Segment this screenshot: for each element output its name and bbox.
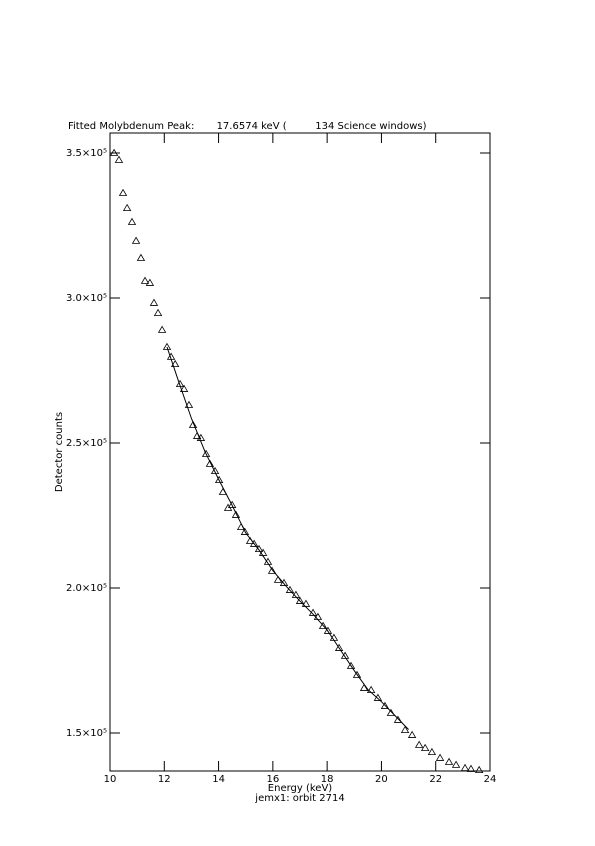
data-point	[157, 325, 167, 333]
data-point	[420, 743, 430, 751]
data-point	[435, 753, 445, 761]
data-point	[386, 708, 396, 716]
x-tick-label: 20	[375, 774, 388, 785]
data-point	[254, 544, 264, 553]
data-point	[214, 475, 224, 484]
data-point	[201, 449, 211, 457]
data-point	[427, 747, 437, 756]
data-point	[346, 661, 356, 669]
data-point	[162, 342, 172, 350]
data-point	[227, 500, 237, 508]
data-point	[295, 596, 305, 604]
data-point	[122, 203, 132, 212]
data-point	[118, 188, 128, 196]
data-point	[414, 740, 424, 748]
data-point	[170, 359, 180, 368]
data-point	[114, 155, 124, 163]
data-point	[407, 730, 417, 738]
data-point	[109, 148, 119, 156]
data-point	[267, 566, 277, 574]
data-point	[393, 715, 403, 723]
data-point	[140, 276, 150, 284]
x-tick-label: 24	[484, 774, 497, 785]
data-point	[184, 400, 194, 408]
data-point	[474, 765, 484, 774]
data-point	[400, 725, 410, 734]
data-point	[380, 701, 390, 709]
data-point	[153, 308, 163, 316]
chart-title: Fitted Molybdenum Peak: 17.6574 keV ( 13…	[68, 121, 427, 132]
data-point	[145, 278, 155, 286]
data-point	[460, 763, 470, 771]
data-point	[249, 539, 259, 547]
data-point	[149, 298, 159, 306]
x-tick-label: 14	[212, 774, 225, 785]
data-point	[279, 578, 289, 586]
data-point	[285, 585, 295, 593]
x-tick-label: 18	[321, 774, 334, 785]
data-point	[210, 466, 220, 475]
data-point	[240, 527, 250, 535]
plot-frame	[109, 132, 491, 772]
data-point	[231, 510, 241, 518]
data-point	[444, 757, 454, 765]
x-axis-label: Energy (keV)	[268, 783, 333, 794]
y-tick-label: 2.5×10⁵	[66, 438, 107, 449]
y-tick-label: 1.5×10⁵	[66, 728, 107, 739]
data-point	[205, 459, 215, 467]
data-point	[318, 621, 328, 629]
data-point	[340, 651, 350, 659]
data-point	[127, 217, 137, 225]
data-point	[334, 643, 344, 651]
x-tick-label: 16	[266, 774, 279, 785]
data-point	[179, 384, 189, 392]
x-tick-label: 22	[429, 774, 442, 785]
x-tick-label: 10	[104, 774, 117, 785]
data-point	[352, 670, 362, 678]
y-tick-label: 3.5×10⁵	[66, 148, 107, 159]
data-point	[131, 236, 141, 244]
y-tick-label: 2.0×10⁵	[66, 583, 107, 594]
fit-line	[166, 346, 409, 730]
data-point	[466, 764, 476, 772]
data-point	[136, 253, 146, 261]
data-point	[451, 760, 461, 768]
x-tick-label: 12	[158, 774, 171, 785]
data-point	[359, 683, 369, 691]
y-axis-label: Detector counts	[54, 412, 65, 492]
data-point	[188, 420, 198, 428]
data-point	[323, 626, 333, 634]
subtitle: jemx1: orbit 2714	[254, 793, 344, 804]
y-tick-label: 3.0×10⁵	[66, 293, 107, 304]
